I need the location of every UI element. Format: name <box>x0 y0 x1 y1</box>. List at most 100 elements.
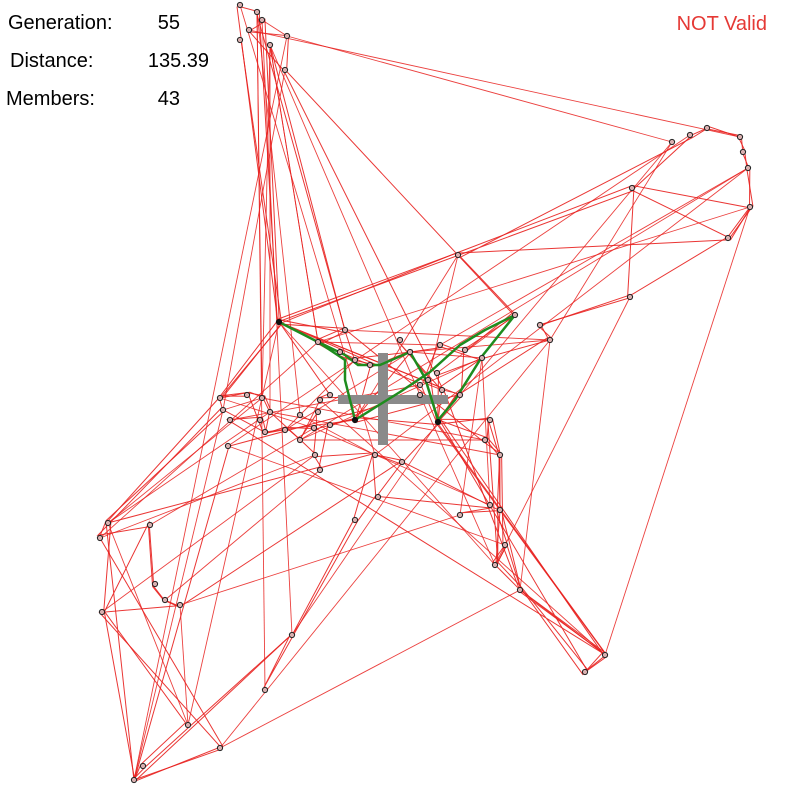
city-node <box>151 580 159 588</box>
city-node <box>314 408 322 416</box>
population-path-segment <box>101 454 316 613</box>
city-node <box>668 138 676 146</box>
population-path <box>221 42 754 676</box>
city-node <box>461 346 469 354</box>
city-node <box>311 451 319 459</box>
city-node <box>176 601 184 609</box>
city-node <box>146 521 154 529</box>
city-node-highlight <box>276 319 282 325</box>
population-path <box>246 18 751 423</box>
city-node <box>516 586 524 594</box>
population-path-segment <box>354 254 459 421</box>
city-node <box>396 336 404 344</box>
population-path-segment <box>261 19 288 37</box>
population-path-segment <box>133 409 224 781</box>
city-node <box>456 511 464 519</box>
city-node <box>130 776 138 784</box>
population-path-segment <box>299 399 321 441</box>
city-node <box>261 428 269 436</box>
city-node <box>433 369 441 377</box>
city-node <box>438 386 446 394</box>
population-path-segment <box>256 11 301 416</box>
generation-label: Generation: <box>8 12 113 34</box>
city-node <box>281 66 289 74</box>
city-node <box>216 394 224 402</box>
city-node <box>351 356 359 364</box>
city-node <box>703 124 711 132</box>
city-node <box>139 762 147 770</box>
city-node <box>316 396 324 404</box>
population-path-segment <box>519 339 551 591</box>
population-path-segment <box>187 321 280 726</box>
population-path-segment <box>436 314 516 374</box>
population-path-segment <box>222 397 263 411</box>
city-node-highlight <box>352 417 358 423</box>
distance-value: 135.39 <box>147 50 209 72</box>
population-path-segment <box>459 357 483 516</box>
city-node <box>219 406 227 414</box>
city-node <box>310 424 318 432</box>
city-node <box>496 451 504 459</box>
city-node <box>398 458 406 466</box>
city-node <box>481 436 489 444</box>
city-node <box>184 721 192 729</box>
city-node <box>628 184 636 192</box>
population-path-segment <box>107 522 189 726</box>
city-node <box>258 16 266 24</box>
plus-crosshair-icon <box>338 353 448 445</box>
population-path-segment <box>149 427 315 526</box>
population-path-segment <box>261 44 271 399</box>
population-paths <box>96 4 754 782</box>
city-node <box>104 519 112 527</box>
population-path-segment <box>164 469 321 601</box>
population-path-segment <box>179 604 189 726</box>
city-node <box>736 133 744 141</box>
city-node <box>626 293 634 301</box>
population-path <box>103 47 608 780</box>
city-node <box>98 608 106 616</box>
population-path-segment <box>222 69 286 411</box>
population-path-segment <box>284 414 301 431</box>
population-path-segment <box>99 341 319 539</box>
city-node <box>326 421 334 429</box>
city-node <box>256 416 264 424</box>
city-node <box>314 338 322 346</box>
population-path-segment <box>494 296 631 566</box>
city-node <box>581 668 589 676</box>
generation-value: 55 <box>157 12 180 34</box>
city-node <box>266 408 274 416</box>
population-path-segment <box>427 254 459 381</box>
city-node <box>374 493 382 501</box>
population-path-segment <box>313 427 491 506</box>
city-node <box>491 561 499 569</box>
population-path-segment <box>239 4 376 456</box>
city-node <box>746 203 754 211</box>
city-node <box>424 376 432 384</box>
population-path-segment <box>317 341 441 346</box>
city-node <box>281 426 289 434</box>
population-path <box>96 31 751 782</box>
population-path-segment <box>409 351 483 359</box>
city-node <box>261 686 269 694</box>
city-node-highlight <box>435 419 441 425</box>
population-path-segment <box>99 454 316 539</box>
city-node <box>486 416 494 424</box>
members-label: Members: <box>6 88 95 110</box>
city-node <box>236 36 244 44</box>
city-node <box>253 8 261 16</box>
population-path-segment <box>299 167 749 441</box>
population-path-segment <box>179 514 461 606</box>
city-node <box>486 501 494 509</box>
city-node <box>283 32 291 40</box>
city-node <box>288 631 296 639</box>
city-node <box>436 341 444 349</box>
population-path <box>103 5 608 781</box>
population-path-segment <box>319 399 606 656</box>
city-node <box>371 451 379 459</box>
population-path-segment <box>261 397 486 441</box>
city-node <box>478 354 486 362</box>
members-value: 43 <box>157 88 180 110</box>
city-node <box>161 596 169 604</box>
population-path-segment <box>227 134 691 447</box>
